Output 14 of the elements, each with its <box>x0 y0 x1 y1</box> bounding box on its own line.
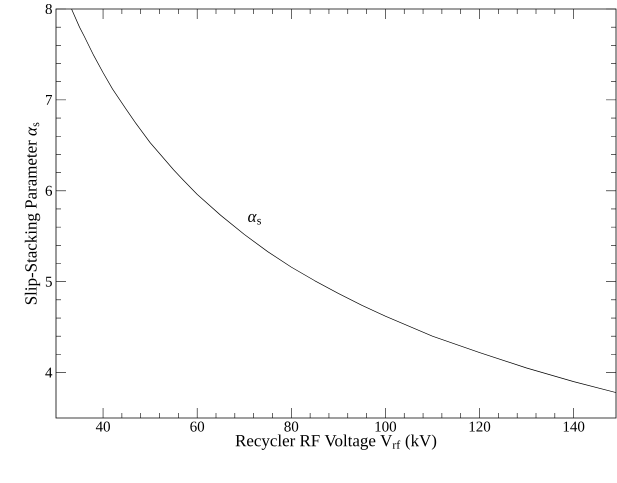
y-axis-title: Slip-Stacking Parameter α$_{s}$ <box>24 122 40 304</box>
y-tick-label: 7 <box>46 95 52 105</box>
annotation: α$_{s}$ <box>248 214 261 225</box>
y-tick-label: 5 <box>46 276 52 287</box>
x-tick-label: 100 <box>376 422 396 432</box>
y-tick-label: 8 <box>46 4 52 14</box>
x-axis-title: Recycler RF Voltage V$_{rf}$ (kV) <box>236 434 436 450</box>
y-tick-label: 4 <box>45 368 52 378</box>
x-tick-label: 60 <box>190 422 204 432</box>
x-tick-label: 120 <box>470 422 490 432</box>
x-tick-label: 140 <box>564 422 584 432</box>
x-tick-label: 40 <box>96 422 110 432</box>
y-tick-label: 6 <box>46 186 52 196</box>
x-tick-label: 80 <box>284 422 298 432</box>
